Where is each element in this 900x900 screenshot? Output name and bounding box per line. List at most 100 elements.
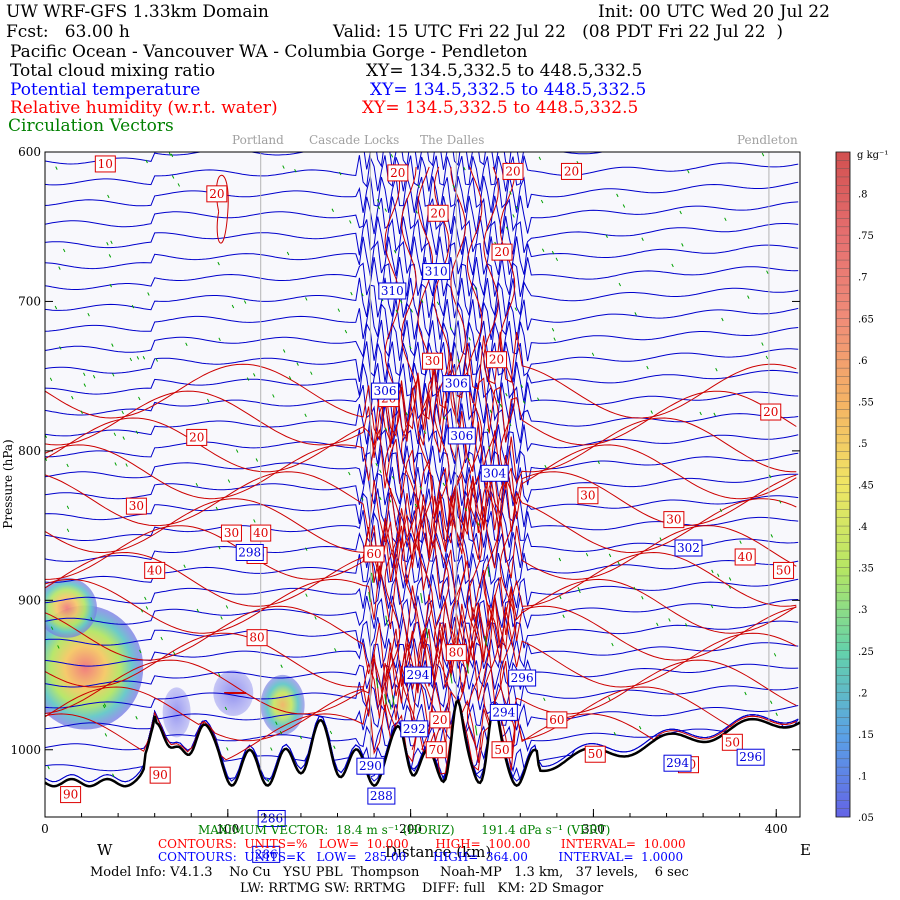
circulation-vector [243,300,247,304]
model-info: Model Info: V4.1.3 No Cu YSU PBL Thompso… [90,865,689,880]
circulation-vector [488,446,491,450]
circulation-vector [457,359,460,363]
circulation-vector [384,208,387,212]
rh-label-box [577,487,599,505]
colorbar-tick-label: .1 [858,771,868,782]
theta-label: 294 [666,756,689,770]
theta-label-box [447,427,476,445]
circulation-vector [275,721,278,725]
theta-contour [45,694,799,783]
circulation-vector [487,566,490,577]
theta-label: 302 [677,541,700,555]
circulation-vector [474,286,477,291]
rh-label-box [760,403,782,421]
circulation-vector [393,250,397,254]
rh-contour [45,495,797,580]
circulation-vector [577,587,580,591]
rh-label-box [422,352,444,370]
circulation-vector [443,416,446,420]
rh-label: 20 [505,164,520,178]
circulation-vector [195,482,199,487]
circulation-vector [442,482,446,487]
rh-contour [466,166,483,750]
circulation-vector [390,154,394,158]
theta-label: 288 [370,789,393,803]
rh-label-box [734,548,756,566]
rh-contour [215,174,229,244]
rh-label: 40 [738,550,753,564]
rh-label: 50 [588,747,603,761]
circulation-vector [505,392,508,397]
theta-contour [45,574,799,609]
circulation-vector [681,243,684,247]
circulation-vector [728,585,731,589]
x-tick-label: 0 [41,822,49,836]
circulation-vector [770,534,774,538]
circulation-vector [520,384,523,388]
rh-label: 90 [63,788,78,802]
circulation-vector [131,304,135,309]
rh-label: 30 [580,489,595,503]
rh-label-box [149,766,171,784]
circulation-vector [87,312,90,317]
circulation-vector [57,645,60,649]
circulation-vector [305,297,308,301]
circulation-vector [509,422,512,427]
circulation-vector [266,778,270,782]
circulation-vector [62,248,66,253]
circulation-vector [551,328,555,332]
circulation-vector [59,346,62,350]
circulation-vector [108,254,112,258]
circulation-vector [769,700,773,704]
theta-contour [45,195,799,235]
theta-contour [45,175,799,213]
colorbar-tick-label: .75 [858,231,874,242]
circulation-vector [765,355,769,360]
circulation-vector [299,735,302,740]
circulation-vector [109,283,112,288]
circulation-vector [668,618,671,622]
rh-label-box [427,204,449,222]
circulation-vector [288,376,292,380]
circulation-vector [617,561,620,565]
circulation-vector [371,572,374,583]
circulation-vector [314,616,317,620]
circulation-vector [66,528,70,533]
circulation-vector [50,626,54,630]
circulation-vector [270,747,273,751]
theta-label-box [367,787,396,805]
rh-label-box [363,545,385,563]
circulation-vector [136,356,140,360]
circulation-vector [646,365,649,370]
circulation-vector [90,617,93,621]
circulation-vector [715,367,718,372]
rh-label-box [425,741,447,759]
circulation-vector [618,282,622,287]
circulation-vector [272,394,275,398]
rh-label-box [491,741,513,759]
circulation-vector [160,636,163,641]
theta-label-box [508,669,537,687]
colorbar-tick-label: .3 [858,605,868,616]
rh-label-box [186,428,208,446]
circulation-vector [331,208,334,212]
circulation-vector [633,586,636,591]
circulation-vector [218,545,221,550]
circulation-vector [489,409,492,414]
rh-contour [45,429,797,531]
circulation-vector [339,171,342,176]
theta-contour [45,155,799,192]
circulation-vector [420,593,423,604]
circulation-vector [138,396,141,401]
circulation-vector [125,463,128,467]
circulation-vector [775,712,778,716]
y-tick-label: 900 [18,593,41,607]
circulation-vector [551,250,555,255]
circulation-vector [168,152,172,156]
y-tick-label: 800 [18,444,41,458]
circulation-vector [361,292,364,297]
circulation-vector [778,500,782,504]
circulation-vector [739,540,742,544]
circulation-vector [102,704,106,709]
theta-label-box [663,754,692,772]
